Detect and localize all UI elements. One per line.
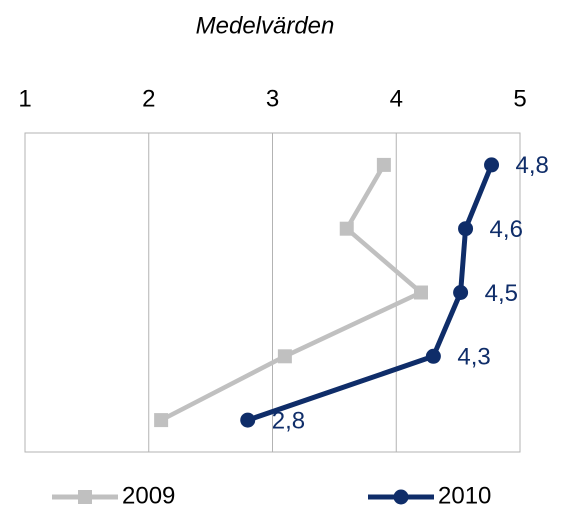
data-point — [376, 157, 391, 172]
x-tick-label: 2 — [142, 85, 155, 112]
x-tick-label: 1 — [18, 85, 31, 112]
data-point — [240, 412, 256, 428]
data-point — [484, 157, 500, 173]
chart-title: Medelvärden — [196, 12, 335, 39]
legend-label: 2010 — [438, 482, 491, 509]
data-point — [154, 413, 169, 428]
data-point — [458, 221, 474, 237]
data-label: 4,3 — [457, 344, 490, 371]
data-point — [339, 221, 354, 236]
data-label: 4,8 — [516, 152, 549, 179]
legend-marker — [393, 489, 409, 505]
x-tick-label: 5 — [513, 85, 526, 112]
data-point — [453, 285, 469, 300]
data-point — [277, 349, 292, 364]
data-label: 4,5 — [485, 280, 518, 307]
data-label: 4,6 — [490, 216, 523, 243]
x-tick-label: 3 — [266, 85, 279, 112]
plot-border — [24, 132, 521, 453]
data-point — [425, 348, 441, 364]
data-label: 2,8 — [272, 407, 305, 434]
legend-label: 2009 — [122, 482, 175, 509]
x-tick-label: 4 — [390, 85, 403, 112]
data-point — [414, 285, 428, 300]
legend-marker — [78, 490, 92, 504]
series-line — [160, 163, 424, 423]
